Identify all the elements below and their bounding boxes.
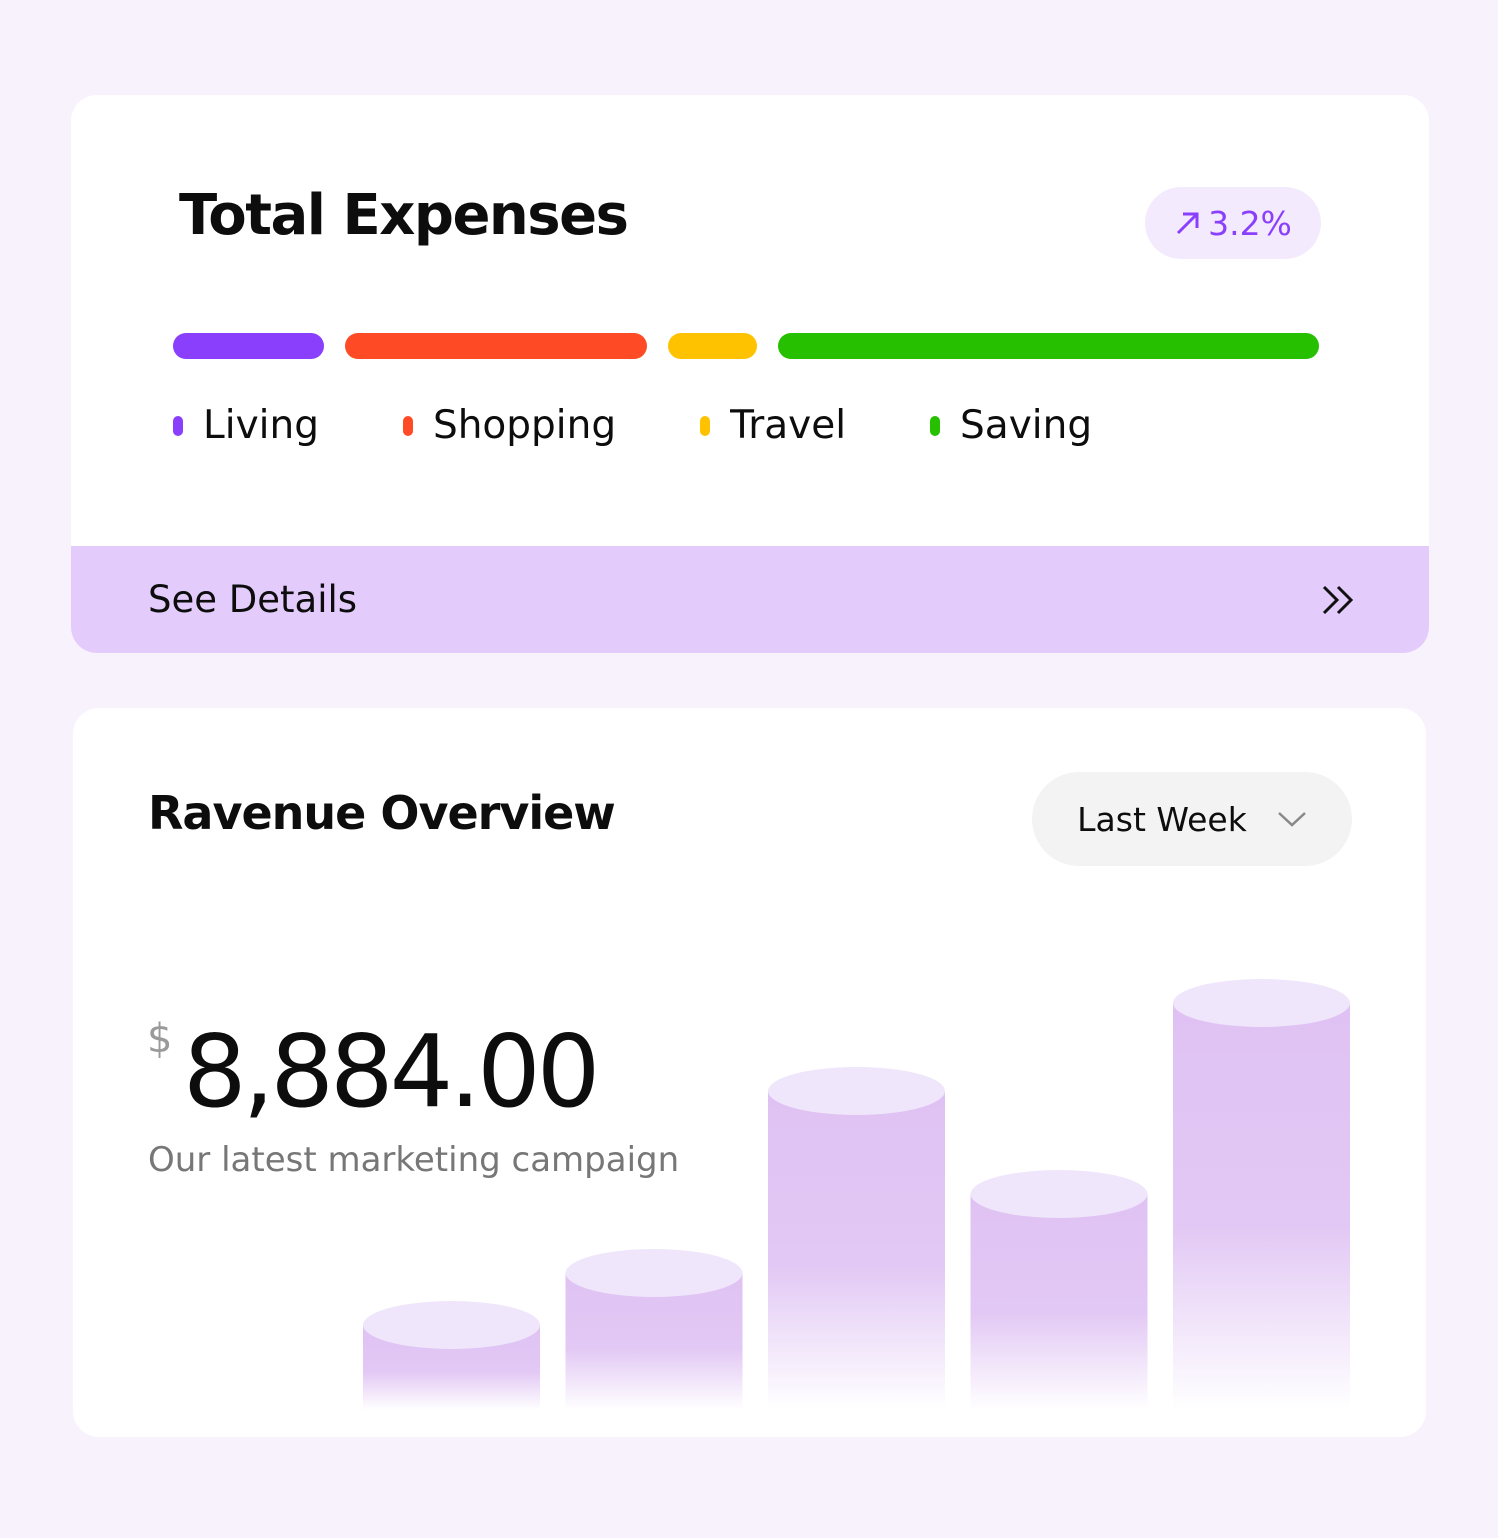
bar	[768, 1091, 945, 1410]
legend-item: Travel	[700, 403, 846, 448]
legend-label: Shopping	[432, 403, 617, 448]
legend-dot	[700, 415, 711, 436]
expenses-card: Total Expenses 3.2% Living Shopping Travel…	[71, 95, 1429, 653]
revenue-card: Ravenue Overview Last Week $ 8,884.00 Ou…	[73, 708, 1426, 1437]
legend-label: Travel	[730, 403, 847, 448]
segment	[173, 333, 324, 359]
currency: $	[147, 1016, 173, 1062]
amount: 8,884.00	[183, 1013, 600, 1130]
legend-item: Living	[173, 403, 319, 448]
segment	[345, 333, 647, 359]
change-badge: 3.2%	[1145, 187, 1321, 259]
change-value: 3.2%	[1208, 203, 1292, 243]
bar-cap	[768, 1067, 945, 1115]
legend-dot	[930, 415, 941, 436]
period-dropdown[interactable]: Last Week	[1032, 772, 1352, 866]
up-arrow-icon	[1177, 212, 1199, 235]
bar-cap	[970, 1170, 1148, 1218]
segment	[668, 333, 757, 359]
segment-bar	[173, 333, 1319, 359]
segment	[778, 333, 1319, 359]
bar-cap	[363, 1301, 540, 1349]
legend: Living Shopping Travel Saving	[173, 403, 1176, 448]
legend-label: Saving	[960, 403, 1093, 448]
legend-label: Living	[203, 403, 319, 448]
caption: Our latest marketing campaign	[148, 1140, 680, 1180]
period-label: Last Week	[1077, 799, 1247, 839]
details-link[interactable]: See Details	[148, 578, 358, 621]
legend-dot	[402, 415, 413, 436]
bar-cap	[565, 1249, 743, 1297]
bar	[1173, 1003, 1350, 1410]
card-title: Total Expenses	[179, 183, 629, 248]
card-title: Ravenue Overview	[148, 786, 616, 840]
legend-dot	[173, 415, 183, 436]
details-strip[interactable]: See Details	[71, 546, 1429, 653]
bar	[970, 1194, 1148, 1410]
bar-chart	[363, 979, 1350, 1410]
bar-cap	[1173, 979, 1350, 1027]
legend-item: Shopping	[402, 403, 617, 448]
legend-item: Saving	[930, 403, 1092, 448]
double-chevron-icon	[1322, 585, 1354, 615]
chevron-down-icon	[1277, 812, 1306, 827]
